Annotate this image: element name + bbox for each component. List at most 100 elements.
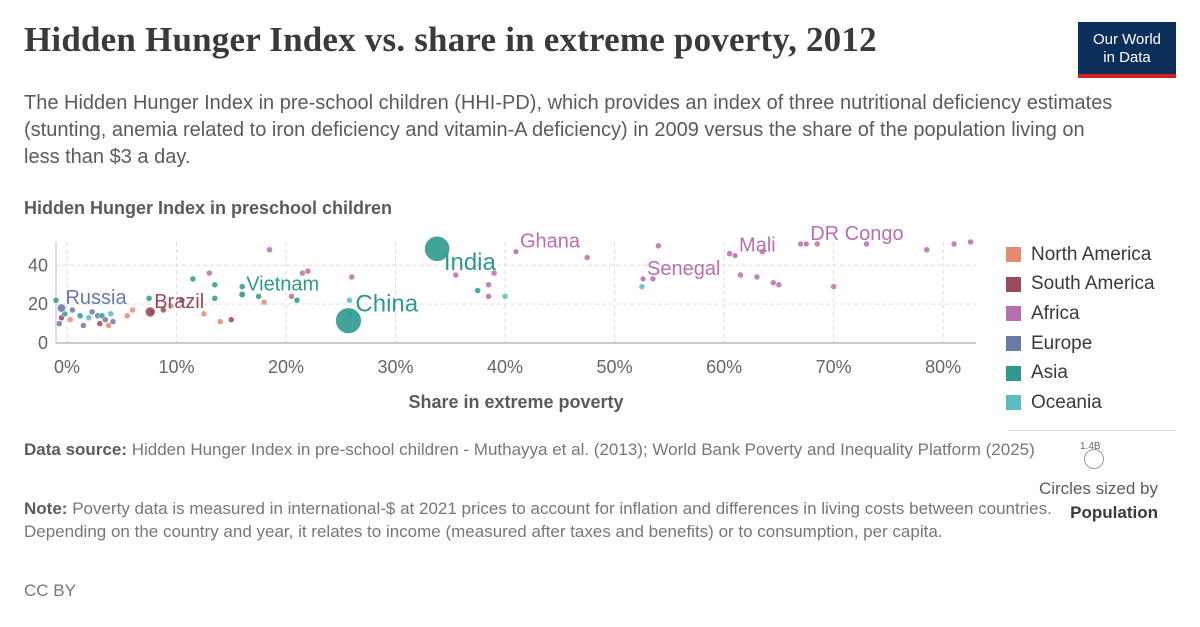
legend-item[interactable]: North America (1006, 240, 1155, 270)
point-label: China (355, 291, 418, 318)
chart-title: Hidden Hunger Index vs. share in extreme… (24, 20, 877, 59)
data-point (129, 306, 136, 314)
data-point (950, 240, 958, 248)
logo-line-1: Our World (1092, 31, 1162, 48)
scatter-chart: 0 20 40 0% 10% 20% 30% 40% 50% 60% 70% 80% Share in … (28, 223, 976, 412)
legend-label: Africa (1031, 302, 1080, 324)
data-point (655, 242, 662, 250)
x-tick-label: 20% (268, 357, 304, 377)
data-point (145, 295, 153, 302)
data-point (813, 240, 821, 248)
data-point (923, 246, 930, 254)
data-point-labeled (731, 252, 739, 259)
owid-logo[interactable]: Our World in Data (1078, 22, 1176, 78)
legend-label: South America (1031, 273, 1155, 295)
data-point (638, 283, 646, 290)
data-point (485, 281, 492, 288)
legend-swatch (1006, 395, 1021, 411)
data-point-labeled (512, 248, 520, 256)
data-point (160, 306, 167, 314)
data-point (490, 269, 498, 277)
point-label: Vietnam (246, 273, 319, 295)
data-point (583, 254, 591, 261)
x-tick-label: 70% (816, 357, 852, 377)
data-point (255, 293, 262, 300)
data-point (217, 318, 224, 325)
data-point (85, 314, 93, 321)
data-point (474, 287, 481, 294)
chart-subtitle: The Hidden Hunger Index in pre-school ch… (24, 92, 1113, 168)
data-point (69, 306, 76, 314)
license[interactable]: CC BY (24, 581, 76, 600)
legend-swatch (1006, 365, 1021, 381)
x-tick-label: 80% (925, 357, 961, 377)
data-point (102, 316, 109, 323)
y-axis-title: Hidden Hunger Index in preschool childre… (24, 198, 393, 218)
data-point (211, 281, 219, 288)
size-legend-variable: Population (1070, 503, 1158, 522)
data-point (200, 310, 208, 318)
y-tick-label: 20 (28, 294, 48, 314)
data-point (167, 302, 175, 310)
data-point (238, 283, 246, 290)
data-point (775, 281, 783, 288)
y-tick-label: 40 (28, 255, 48, 275)
size-legend: 1.4B Circles sized by Population (1008, 430, 1176, 522)
data-point (105, 322, 112, 329)
data-point (501, 293, 509, 300)
note-label: Note: (24, 499, 68, 518)
data-point (649, 275, 657, 283)
legend-label: Asia (1031, 362, 1068, 384)
data-point (96, 320, 104, 327)
data-point (770, 279, 777, 287)
data-point (304, 267, 312, 275)
data-point (56, 320, 63, 327)
data-point (266, 246, 273, 254)
data-point (346, 297, 353, 304)
data-point (178, 297, 186, 304)
data-point (206, 269, 213, 277)
data-point (293, 297, 301, 304)
point-label: Brazil (154, 291, 204, 313)
data-source: Data source: Hidden Hunger Index in pre-… (24, 438, 1104, 461)
data-point (967, 238, 974, 246)
x-axis-title: Share in extreme poverty (408, 392, 623, 412)
legend-item[interactable]: Asia (1006, 358, 1155, 388)
point-label: Ghana (520, 231, 581, 253)
logo-line-2: in Data (1103, 49, 1151, 66)
legend-label: Oceania (1031, 391, 1102, 413)
data-point-labeled (639, 275, 647, 283)
x-tick-label: 50% (597, 357, 633, 377)
data-point-labeled (56, 303, 67, 313)
size-legend-value: 1.4B (1080, 441, 1101, 452)
legend-swatch (1006, 247, 1021, 263)
point-label: DR Congo (810, 223, 903, 245)
x-tick-label: 40% (487, 357, 523, 377)
data-point (227, 316, 235, 323)
x-tick-label: 60% (706, 357, 742, 377)
data-point-labeled (238, 290, 246, 299)
data-point (753, 273, 761, 281)
data-point-labeled (802, 240, 810, 248)
data-point (830, 283, 837, 290)
size-legend-label: Circles sized by (1038, 479, 1158, 498)
point-label: Russia (65, 287, 127, 309)
legend-item[interactable]: South America (1006, 270, 1155, 300)
data-point-labeled (335, 307, 362, 335)
data-point-labeled (424, 235, 451, 262)
size-legend-circle (1084, 449, 1104, 469)
point-label: India (444, 249, 497, 276)
data-note: Note: Poverty data is measured in intern… (24, 497, 1104, 543)
legend-item[interactable]: Oceania (1006, 388, 1155, 418)
data-point (189, 275, 197, 283)
legend-item[interactable]: Europe (1006, 329, 1155, 359)
legend-swatch (1006, 306, 1021, 322)
legend-item[interactable]: Africa (1006, 299, 1155, 329)
data-point (80, 322, 87, 329)
legend-swatch (1006, 336, 1021, 352)
data-point (52, 297, 60, 304)
data-point (109, 318, 117, 325)
data-point (66, 316, 74, 323)
legend-label: North America (1031, 243, 1152, 265)
x-tick-label: 0% (54, 357, 80, 377)
